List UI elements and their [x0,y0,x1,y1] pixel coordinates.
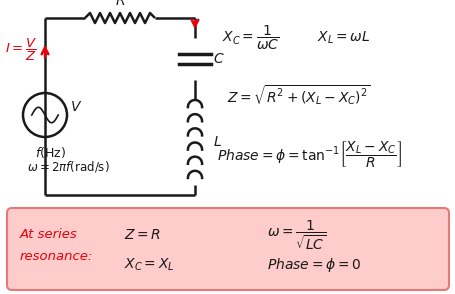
Text: $Z = R$: $Z = R$ [124,228,161,242]
Text: $\omega = \dfrac{1}{\sqrt{LC}}$: $\omega = \dfrac{1}{\sqrt{LC}}$ [267,218,326,252]
Text: $V$: $V$ [70,100,82,114]
Text: $\omega = 2\pi f$(rad/s): $\omega = 2\pi f$(rad/s) [27,159,110,174]
Text: $Z = \sqrt{R^2 + (X_L - X_C)^2}$: $Z = \sqrt{R^2 + (X_L - X_C)^2}$ [227,83,370,107]
Text: $\mathit{Phase} = \phi = \tan^{-1}\!\left[\dfrac{X_L - X_C}{R}\right]$: $\mathit{Phase} = \phi = \tan^{-1}\!\lef… [217,140,401,170]
Text: $X_C = \dfrac{1}{\omega C}$: $X_C = \dfrac{1}{\omega C}$ [222,24,279,52]
Text: $\mathit{Phase} = \phi = 0$: $\mathit{Phase} = \phi = 0$ [267,256,361,274]
Text: $L$: $L$ [212,136,222,150]
Text: $f$(Hz): $f$(Hz) [35,145,66,160]
FancyBboxPatch shape [7,208,448,290]
Text: $I = \dfrac{V}{Z}$: $I = \dfrac{V}{Z}$ [5,37,37,63]
Text: At series: At series [20,228,78,241]
Text: resonance:: resonance: [20,250,93,263]
Text: $R$: $R$ [115,0,125,8]
Text: $C$: $C$ [212,52,224,66]
Text: $X_C = X_L$: $X_C = X_L$ [124,257,174,273]
Text: $X_L = \omega L$: $X_L = \omega L$ [316,30,369,46]
